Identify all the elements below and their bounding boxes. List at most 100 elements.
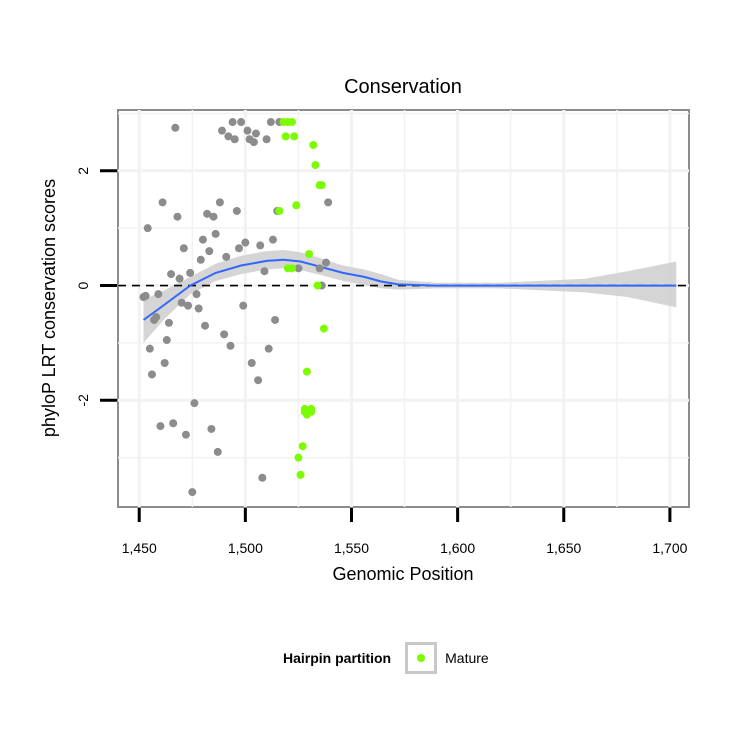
x-tick-label: 1,600: [440, 540, 475, 556]
mature-point: [305, 249, 314, 258]
y-tick-label: 2: [75, 167, 91, 175]
mature-point: [309, 140, 318, 149]
x-tick-label: 1,450: [122, 540, 157, 556]
x-tick-label: 1,700: [652, 540, 687, 556]
other-point: [232, 206, 241, 215]
other-point: [196, 255, 205, 264]
other-point: [243, 126, 252, 135]
other-point: [179, 244, 188, 253]
other-point: [211, 229, 220, 238]
other-point: [226, 341, 235, 350]
other-point: [218, 126, 227, 135]
other-point: [315, 264, 324, 273]
other-point: [207, 424, 216, 433]
y-axis-label: phyloP LRT conservation scores: [39, 179, 59, 437]
grid-lines: [118, 110, 689, 507]
other-point: [241, 238, 250, 247]
other-point: [181, 430, 190, 439]
other-point: [171, 123, 180, 132]
other-point: [213, 447, 222, 456]
other-point: [190, 399, 199, 408]
mature-point: [313, 281, 322, 290]
other-point: [322, 258, 331, 267]
mature-point: [319, 324, 328, 333]
other-point: [234, 244, 243, 253]
y-tick-label: -2: [75, 394, 91, 407]
mature-point: [288, 264, 297, 273]
other-point: [186, 268, 195, 277]
other-point: [194, 304, 203, 313]
other-point: [167, 270, 176, 279]
other-point: [177, 298, 186, 307]
legend-key-mature: [405, 642, 438, 674]
x-tick-label: 1,500: [228, 540, 263, 556]
other-point: [254, 376, 263, 385]
x-tick-label: 1,650: [546, 540, 581, 556]
mature-point: [307, 404, 316, 413]
mature-point: [317, 181, 326, 190]
other-point: [143, 224, 152, 233]
mature-point: [275, 206, 284, 215]
other-point: [215, 198, 224, 207]
other-point: [247, 359, 256, 368]
mature-point: [298, 442, 307, 451]
x-axis-label: Genomic Position: [332, 564, 473, 584]
mature-point: [302, 367, 311, 376]
other-point: [169, 419, 178, 428]
mature-point: [290, 132, 299, 141]
other-point: [230, 135, 239, 144]
other-point: [239, 301, 248, 310]
x-axis: 1,450 1,500 1,550 1,600 1,650 1,700: [122, 508, 688, 556]
other-point: [271, 315, 280, 324]
other-point: [268, 235, 277, 244]
other-point: [324, 198, 333, 207]
other-point: [162, 336, 171, 345]
other-point: [264, 344, 273, 353]
other-point: [147, 370, 156, 379]
other-point: [203, 209, 212, 218]
points-group: [139, 118, 333, 497]
mature-point: [294, 453, 303, 462]
mature-point: [311, 161, 320, 170]
legend-title: Hairpin partition: [283, 650, 392, 666]
other-point: [258, 473, 267, 482]
other-point: [237, 118, 246, 127]
other-point: [249, 138, 258, 147]
other-point: [192, 290, 201, 299]
other-point: [224, 132, 233, 141]
other-point: [158, 198, 167, 207]
other-point: [184, 301, 193, 310]
other-point: [154, 290, 163, 299]
legend-label-mature: Mature: [445, 650, 489, 666]
other-point: [141, 291, 150, 300]
x-tick-label: 1,550: [334, 540, 369, 556]
legend: Hairpin partition Mature: [283, 640, 489, 676]
other-point: [160, 359, 169, 368]
y-tick-label: 0: [75, 281, 91, 289]
other-point: [198, 235, 207, 244]
other-point: [266, 118, 275, 127]
mature-point: [296, 470, 305, 479]
other-point: [262, 135, 271, 144]
other-point: [188, 488, 197, 497]
mature-point: [288, 118, 297, 127]
other-point: [209, 212, 218, 221]
other-point: [220, 330, 229, 339]
other-point: [175, 274, 184, 283]
other-point: [156, 422, 165, 431]
other-point: [173, 212, 182, 221]
mature-point: [281, 132, 290, 141]
other-point: [201, 321, 210, 330]
mature-point: [292, 201, 301, 210]
chart-title: Conservation: [344, 76, 462, 98]
other-point: [228, 118, 237, 127]
other-point: [145, 344, 154, 353]
other-point: [205, 247, 214, 256]
legend-dot-mature: [417, 654, 426, 662]
other-point: [164, 318, 173, 327]
other-point: [152, 313, 161, 322]
y-axis: 2 0 -2: [75, 167, 117, 407]
other-point: [222, 252, 231, 261]
other-point: [260, 267, 269, 276]
